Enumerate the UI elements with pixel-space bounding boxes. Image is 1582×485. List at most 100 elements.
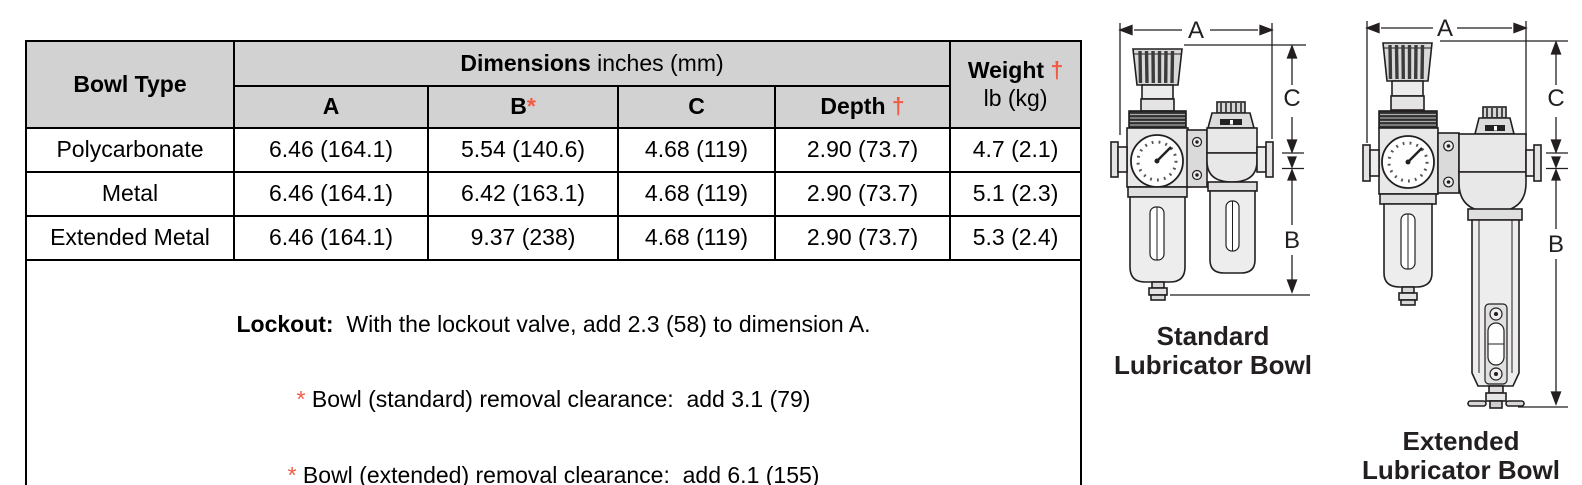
header-col-c: C: [617, 85, 776, 129]
table-row: Metal 6.46 (164.1) 6.42 (163.1) 4.68 (11…: [25, 171, 1083, 217]
cell-bowl-type: Extended Metal: [25, 215, 235, 261]
col-depth-dagger-mark: †: [891, 93, 905, 120]
caption-line-2: Lubricator Bowl: [1114, 350, 1312, 380]
cell-b: 9.37 (238): [427, 215, 619, 261]
weight-label: Weight: [967, 57, 1045, 84]
cell-weight: 4.7 (2.1): [949, 127, 1083, 173]
cell-bowl-type: Polycarbonate: [25, 127, 235, 173]
col-b-asterisk-mark: *: [526, 93, 536, 120]
frl-unit-drawing: [1362, 42, 1542, 409]
lubricator-bowl-standard: [1207, 181, 1258, 274]
dimension-c-label: C: [1283, 85, 1300, 112]
footnotes: Lockout: With the lockout valve, add 2.3…: [24, 258, 1083, 485]
connector-block: [1186, 129, 1208, 188]
dimension-lines: [1365, 21, 1568, 408]
dimensions-units-label: inches (mm): [590, 49, 724, 76]
caption-line-2: Lubricator Bowl: [1362, 455, 1560, 485]
col-c-label: C: [688, 93, 705, 120]
regulator-knob: [1132, 48, 1183, 86]
weight-line: Weight †: [951, 58, 1080, 83]
dimension-a-label: A: [1188, 17, 1204, 44]
header-weight: Weight † lb (kg): [949, 40, 1083, 129]
filter-bowl: [1379, 193, 1437, 288]
outlet-flange: [1525, 144, 1542, 182]
footnote-text: Bowl (standard) removal clearance: add 3…: [305, 386, 811, 413]
cell-c: 4.68 (119): [617, 171, 776, 217]
dimension-lines: [1118, 23, 1310, 296]
lubricator-bowl-extended: [1467, 208, 1525, 409]
cell-a: 6.46 (164.1): [233, 171, 429, 217]
threaded-collar: [1378, 110, 1438, 129]
extended-lubricator-diagram: A C B: [1362, 15, 1568, 409]
header-bowl-type: Bowl Type: [25, 40, 235, 129]
footnote-standard-clearance: * Bowl (standard) removal clearance: add…: [27, 387, 1080, 412]
lubricator-dome: [1206, 152, 1258, 183]
cell-weight: 5.3 (2.4): [949, 215, 1083, 261]
cell-b: 6.42 (163.1): [427, 171, 619, 217]
lubricator-dome: [1458, 171, 1527, 213]
filter-bowl: [1127, 186, 1188, 283]
header-row-1: Bowl Type Dimensions inches (mm) Weight …: [25, 40, 1083, 129]
col-depth-label: Depth: [820, 93, 886, 120]
weight-units-label: lb (kg): [983, 84, 1048, 111]
lubricator-fill-cap: [1206, 101, 1256, 129]
notes-row: Lockout: With the lockout valve, add 2.3…: [24, 258, 1083, 485]
pressure-gauge: [1381, 135, 1435, 189]
dimension-a-label: A: [1437, 15, 1453, 42]
asterisk-mark: *: [287, 462, 297, 485]
header-row-2: A B* C Depth †: [26, 85, 1081, 129]
dimensions-label: Dimensions: [460, 49, 591, 76]
inlet-flange: [1110, 141, 1128, 178]
dimension-b-label: B: [1284, 227, 1300, 254]
frl-unit-drawing: [1110, 48, 1274, 301]
caption-line-1: Extended: [1402, 426, 1520, 456]
inlet-flange: [1362, 144, 1380, 182]
footnote-extended-clearance: * Bowl (extended) removal clearance: add…: [27, 463, 1080, 485]
standard-bowl-caption: Standard Lubricator Bowl: [1098, 322, 1328, 380]
table-row: Polycarbonate 6.46 (164.1) 5.54 (140.6) …: [25, 127, 1083, 173]
outlet-flange: [1256, 141, 1274, 178]
col-b-label: B: [510, 93, 527, 120]
lubricator-body: [1458, 133, 1527, 173]
filter-drain: [1398, 286, 1418, 306]
standard-lubricator-diagram: A C B: [1110, 17, 1310, 301]
lubricator-fill-cap: [1473, 106, 1516, 135]
dimensions-table: Bowl Type Dimensions inches (mm) Weight …: [24, 40, 1083, 485]
pressure-gauge: [1130, 134, 1184, 188]
regulator-knob: [1382, 42, 1433, 82]
cell-c: 4.68 (119): [617, 215, 776, 261]
header-col-a: A: [233, 85, 429, 129]
extended-bowl-caption: Extended Lubricator Bowl: [1336, 427, 1582, 485]
footnote-text: Bowl (extended) removal clearance: add 6…: [296, 462, 820, 485]
header-col-b: B*: [427, 85, 619, 129]
cell-a: 6.46 (164.1): [233, 127, 429, 173]
cell-bowl-type: Metal: [25, 171, 235, 217]
header-dimensions: Dimensions inches (mm): [232, 40, 952, 87]
lubricator-body: [1206, 127, 1258, 154]
caption-line-1: Standard: [1156, 321, 1270, 351]
cell-depth: 2.90 (73.7): [773, 171, 952, 217]
cell-depth: 2.90 (73.7): [773, 215, 952, 261]
connector-block: [1437, 132, 1460, 194]
sight-glass: [1484, 303, 1508, 385]
filter-drain: [1148, 281, 1168, 301]
lockout-note: Lockout: With the lockout valve, add 2.3…: [27, 310, 1080, 337]
col-a-label: A: [322, 93, 340, 120]
weight-dagger-mark: †: [1050, 57, 1064, 84]
cell-a: 6.46 (164.1): [233, 215, 429, 261]
dimension-c-label: C: [1547, 85, 1564, 112]
bowl-type-label: Bowl Type: [73, 70, 187, 97]
lockout-text: With the lockout valve, add 2.3 (58) to …: [333, 310, 871, 337]
lockout-label: Lockout:: [236, 310, 334, 337]
cell-weight: 5.1 (2.3): [949, 171, 1083, 217]
cell-depth: 2.90 (73.7): [773, 127, 952, 173]
dimension-b-label: B: [1548, 231, 1564, 258]
cell-c: 4.68 (119): [617, 127, 776, 173]
table-row: Extended Metal 6.46 (164.1) 9.37 (238) 4…: [25, 215, 1083, 261]
threaded-collar: [1128, 110, 1187, 129]
header-col-depth: Depth †: [773, 85, 952, 129]
cell-b: 5.54 (140.6): [427, 127, 619, 173]
wing-drain: [1467, 385, 1525, 409]
asterisk-mark: *: [296, 386, 306, 413]
